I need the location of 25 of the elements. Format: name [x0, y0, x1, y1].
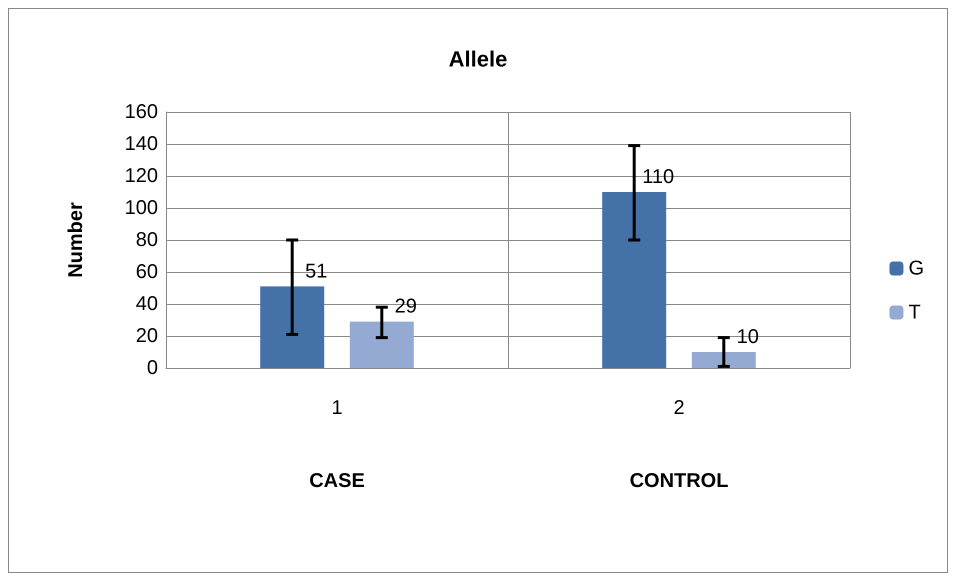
y-tick-label: 40 — [136, 293, 158, 315]
x-tick-label: 1 — [331, 397, 343, 419]
y-tick-label: 20 — [136, 325, 158, 347]
bar — [350, 322, 414, 368]
text: CONTROL — [630, 470, 728, 492]
y-tick-label: 0 — [146, 357, 158, 379]
y-tick-label: 160 — [124, 101, 158, 123]
legend-label: T — [908, 302, 921, 324]
x-tick-label: 2 — [673, 397, 685, 419]
y-axis-title: Number — [65, 202, 87, 278]
data-label: 10 — [736, 326, 759, 348]
y-tick-label: 100 — [124, 197, 158, 219]
bar — [260, 286, 324, 368]
data-label: 29 — [394, 296, 417, 318]
y-tick-label: 60 — [136, 261, 158, 283]
bar — [602, 192, 666, 368]
text: CASE — [309, 470, 365, 492]
data-label: 110 — [642, 166, 674, 188]
legend-label: G — [908, 258, 924, 280]
y-tick-label: 120 — [124, 165, 158, 187]
bar — [692, 352, 756, 368]
y-tick-label: 80 — [136, 229, 158, 251]
data-label: 51 — [305, 260, 328, 282]
y-tick-label: 140 — [124, 133, 158, 155]
chart-title: Allele — [448, 46, 508, 72]
